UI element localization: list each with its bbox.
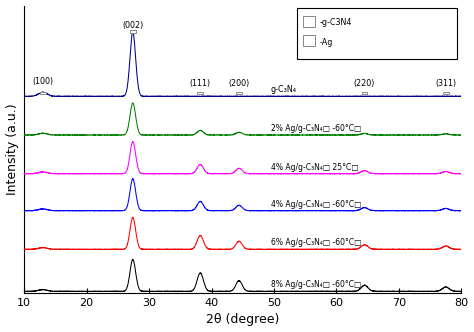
Text: (100): (100) bbox=[32, 77, 54, 86]
Y-axis label: Intensity (a.u.): Intensity (a.u.) bbox=[6, 104, 18, 195]
X-axis label: 2θ (degree): 2θ (degree) bbox=[206, 313, 280, 326]
FancyBboxPatch shape bbox=[40, 92, 46, 94]
Text: 6% Ag/g-C₃N₄□ -60°C□: 6% Ag/g-C₃N₄□ -60°C□ bbox=[271, 238, 361, 247]
Text: (311): (311) bbox=[435, 79, 456, 88]
Text: 2% Ag/g-C₃N₄□ -60°C□: 2% Ag/g-C₃N₄□ -60°C□ bbox=[271, 124, 361, 133]
FancyBboxPatch shape bbox=[236, 92, 242, 94]
FancyBboxPatch shape bbox=[362, 92, 367, 94]
FancyBboxPatch shape bbox=[303, 36, 315, 46]
Text: -g-C3N4: -g-C3N4 bbox=[319, 19, 352, 28]
FancyBboxPatch shape bbox=[130, 31, 136, 33]
Text: (002): (002) bbox=[122, 21, 144, 30]
Text: g-C₃N₄: g-C₃N₄ bbox=[271, 85, 297, 94]
Text: 4% Ag/g-C₃N₄□ 25°C□: 4% Ag/g-C₃N₄□ 25°C□ bbox=[271, 163, 358, 172]
Bar bbox=[297, 8, 457, 59]
Text: (220): (220) bbox=[354, 79, 375, 88]
FancyBboxPatch shape bbox=[198, 92, 203, 94]
Text: (200): (200) bbox=[228, 79, 250, 88]
Text: (111): (111) bbox=[190, 79, 211, 88]
FancyBboxPatch shape bbox=[303, 16, 315, 27]
Text: -Ag: -Ag bbox=[319, 38, 333, 47]
Text: 8% Ag/g-C₃N₄□ -60°C□: 8% Ag/g-C₃N₄□ -60°C□ bbox=[271, 280, 361, 289]
FancyBboxPatch shape bbox=[443, 92, 448, 94]
Text: 4% Ag/g-C₃N₄□ -60°C□: 4% Ag/g-C₃N₄□ -60°C□ bbox=[271, 200, 361, 208]
